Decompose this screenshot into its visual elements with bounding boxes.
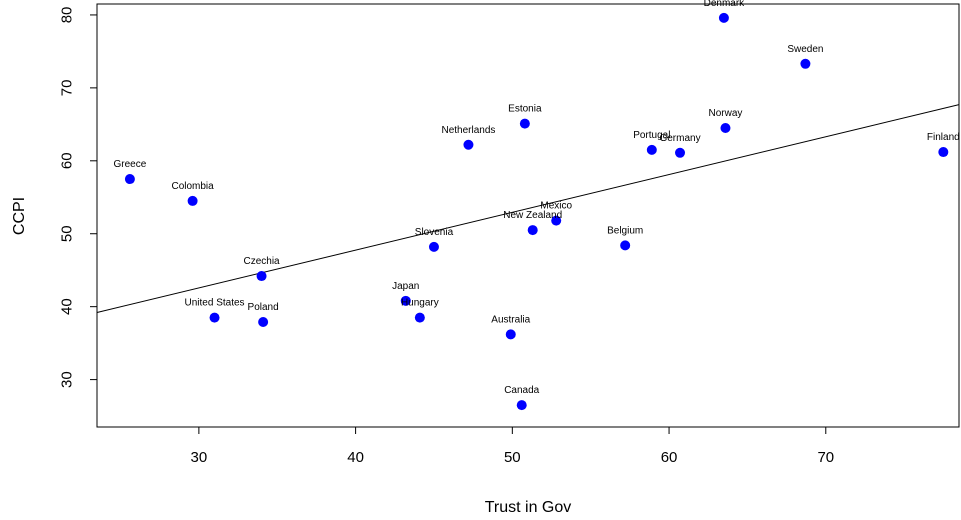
x-tick-label: 70	[817, 449, 834, 466]
y-axis-title: CCPI	[11, 197, 28, 235]
data-point-label: Japan	[392, 281, 419, 292]
data-point	[646, 144, 657, 155]
data-point-label: Finland	[927, 132, 960, 143]
x-axis-title: Trust in Gov	[485, 499, 572, 516]
data-point-label: Colombia	[171, 181, 214, 192]
data-points	[124, 12, 949, 411]
data-point	[675, 147, 686, 158]
data-point	[800, 58, 811, 69]
data-point	[551, 215, 562, 226]
data-point-label: Australia	[491, 314, 530, 325]
data-point	[209, 312, 220, 323]
data-point-label: Denmark	[704, 0, 746, 9]
data-point-label: Estonia	[508, 104, 542, 115]
x-tick-label: 50	[504, 449, 521, 466]
y-axis: 30 40 50 60 70 80	[59, 7, 98, 388]
y-tick-label: 40	[59, 298, 76, 315]
data-point-label: Mexico	[540, 201, 572, 212]
point-labels: Denmark Sweden Estonia Norway Netherlands Por…	[114, 0, 960, 396]
data-point-label: Slovenia	[415, 227, 454, 238]
x-tick-label: 40	[347, 449, 364, 466]
data-point-label: Belgium	[607, 225, 643, 236]
data-point-label: Portugal	[633, 130, 670, 141]
data-point-label: New Zealand	[503, 210, 562, 221]
y-tick-label: 30	[59, 371, 76, 388]
data-point-label: Sweden	[787, 44, 823, 55]
y-tick-label: 50	[59, 225, 76, 242]
data-point	[124, 174, 135, 185]
x-axis: 30 40 50 60 70	[191, 426, 834, 466]
data-point-label: Germany	[659, 133, 700, 144]
y-tick-label: 80	[59, 7, 76, 24]
data-point-label: Netherlands	[441, 125, 495, 136]
trend-line	[96, 104, 960, 313]
data-point	[428, 241, 439, 252]
data-point-label: Hungary	[401, 298, 439, 309]
data-point-label: Czechia	[243, 256, 280, 267]
data-point	[718, 12, 729, 23]
data-point	[519, 118, 530, 129]
data-point	[256, 271, 267, 282]
y-tick-label: 60	[59, 152, 76, 169]
data-point	[527, 225, 538, 236]
data-point	[938, 147, 949, 158]
y-tick-label: 70	[59, 80, 76, 97]
x-tick-label: 30	[191, 449, 208, 466]
data-point-label: Greece	[114, 159, 147, 170]
data-point	[505, 329, 516, 340]
data-point	[258, 316, 269, 327]
data-point-label: Canada	[504, 385, 539, 396]
data-point-label: United States	[185, 298, 245, 309]
data-point	[620, 240, 631, 251]
data-point	[720, 122, 731, 133]
data-point	[414, 312, 425, 323]
x-tick-label: 60	[661, 449, 678, 466]
data-point-label: Norway	[709, 108, 743, 119]
data-point	[516, 400, 527, 411]
data-point	[187, 195, 198, 206]
data-point-label: Poland	[248, 302, 279, 313]
data-point	[463, 139, 474, 150]
data-point	[400, 295, 411, 306]
